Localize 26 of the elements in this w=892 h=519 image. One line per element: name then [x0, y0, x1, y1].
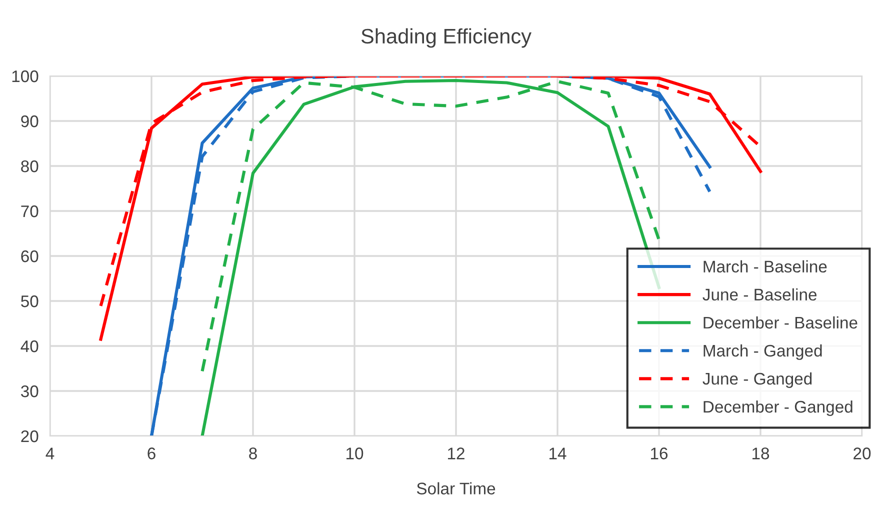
- legend-label: June - Baseline: [702, 288, 817, 301]
- y-tick-label: 90: [21, 115, 38, 128]
- x-tick-label: 6: [148, 448, 156, 460]
- legend-label: December - Ganged: [704, 400, 852, 416]
- legend-label: December - Baseline: [704, 316, 858, 329]
- y-tick-label: 30: [20, 385, 38, 398]
- legend-label: March - Ganged: [704, 344, 822, 360]
- x-tick-label: 16: [651, 448, 668, 460]
- x-tick-label: 14: [550, 448, 566, 460]
- y-tick-label: 40: [20, 340, 38, 352]
- x-tick-label: 18: [752, 448, 770, 460]
- x-tick-label: 8: [249, 448, 257, 460]
- x-tick-label: 4: [46, 448, 54, 460]
- x-tick-label: 20: [854, 448, 871, 460]
- y-tick-label: 100: [12, 70, 38, 82]
- y-tick-label: 60: [21, 250, 38, 262]
- y-tick-label: 70: [21, 205, 38, 218]
- legend-label: June - Ganged: [702, 372, 812, 388]
- x-tick-label: 10: [346, 448, 364, 460]
- legend-label: March - Baseline: [704, 260, 827, 273]
- y-tick-label: 50: [21, 295, 38, 308]
- x-tick-label: 12: [448, 448, 464, 460]
- chart-title: Shading Efficiency: [361, 28, 532, 48]
- y-tick-label: 80: [21, 160, 38, 172]
- y-tick-label: 20: [21, 430, 38, 442]
- x-axis-title: Solar Time: [416, 482, 496, 494]
